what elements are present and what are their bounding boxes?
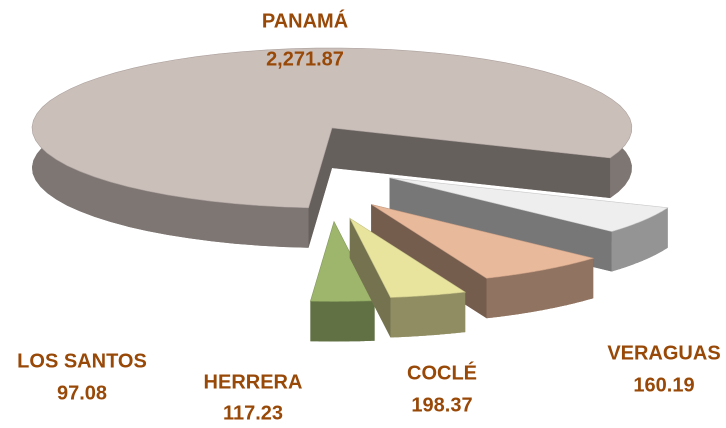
- slice-side: [389, 177, 612, 272]
- slice: [349, 217, 467, 298]
- value-label: 2,271.87: [266, 48, 344, 70]
- slice-side: [308, 128, 332, 248]
- slice: [31, 47, 633, 248]
- slice-side: [310, 300, 375, 342]
- slice-label: COCLÉ: [407, 361, 477, 384]
- slice-side: [332, 128, 611, 198]
- slice-side: [486, 258, 594, 319]
- slice: [371, 204, 595, 279]
- slice: [389, 177, 669, 272]
- slice-label: LOS SANTOS: [17, 350, 147, 372]
- slice-label: PANAMÁ: [262, 9, 348, 32]
- value-label: 198.37: [411, 394, 472, 416]
- slice-label: VERAGUAS: [607, 342, 720, 364]
- value-label: 160.19: [633, 374, 694, 396]
- slice: [31, 47, 633, 209]
- slice: [349, 217, 467, 338]
- slice: [389, 177, 669, 232]
- slice: [371, 204, 595, 319]
- slice-side: [349, 218, 391, 338]
- slice: [309, 220, 376, 302]
- value-label: 117.23: [223, 402, 283, 424]
- slice-side: [390, 292, 466, 338]
- slice: [309, 220, 376, 342]
- slice-side: [611, 207, 668, 272]
- slice-label: HERRERA: [204, 371, 303, 393]
- value-label: 97.08: [57, 382, 107, 404]
- pie: [31, 47, 669, 342]
